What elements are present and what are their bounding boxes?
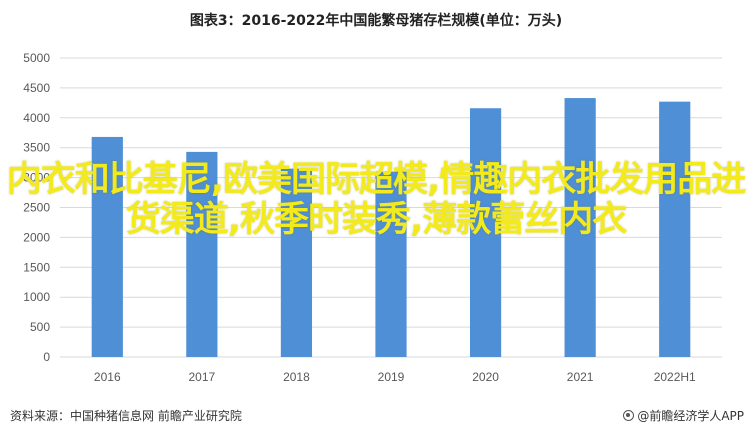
y-tick-label: 500 — [30, 320, 50, 334]
y-tick-label: 4500 — [23, 81, 50, 95]
x-axis-ticks: 2016 2017 2018 2019 2020 2021 2022H1 — [94, 370, 696, 384]
y-tick-label: 4000 — [23, 111, 50, 125]
y-tick-label: 1500 — [23, 260, 50, 274]
y-tick-label: 2500 — [23, 201, 50, 215]
bars — [91, 98, 691, 358]
brand-label: @前瞻经济学人APP — [623, 407, 744, 424]
y-tick-label: 1000 — [23, 290, 50, 304]
x-tick-label: 2022H1 — [654, 370, 696, 384]
x-tick-label: 2018 — [283, 370, 310, 384]
x-tick-label: 2021 — [567, 370, 594, 384]
y-tick-label: 0 — [43, 350, 50, 364]
y-tick-label: 3500 — [23, 141, 50, 155]
chart-title: 图表3：2016-2022年中国能繁母猪存栏规模(单位：万头) — [189, 13, 563, 29]
bar-2022H1 — [659, 101, 691, 358]
x-tick-label: 2017 — [189, 370, 216, 384]
bar-2021 — [564, 98, 596, 357]
brand-logo-icon — [623, 410, 635, 421]
bar-2019 — [375, 171, 407, 357]
bar-2017 — [186, 151, 218, 357]
x-tick-label: 2019 — [378, 370, 405, 384]
x-tick-label: 2020 — [472, 370, 499, 384]
bar-2016 — [91, 136, 123, 357]
source-note: 资料来源：中国种猪信息网 前瞻产业研究院 — [10, 409, 242, 423]
x-tick-label: 2016 — [94, 370, 121, 384]
y-axis-ticks: 0 500 1000 1500 2000 2500 3000 3500 4000 4500 5000 — [23, 51, 50, 364]
y-tick-label: 5000 — [23, 51, 50, 65]
y-tick-label: 2000 — [23, 230, 50, 244]
brand-text: @前瞻经济学人APP — [637, 409, 744, 423]
y-tick-label: 3000 — [23, 171, 50, 185]
bar-2018 — [280, 168, 313, 357]
bar-2020 — [469, 108, 502, 358]
